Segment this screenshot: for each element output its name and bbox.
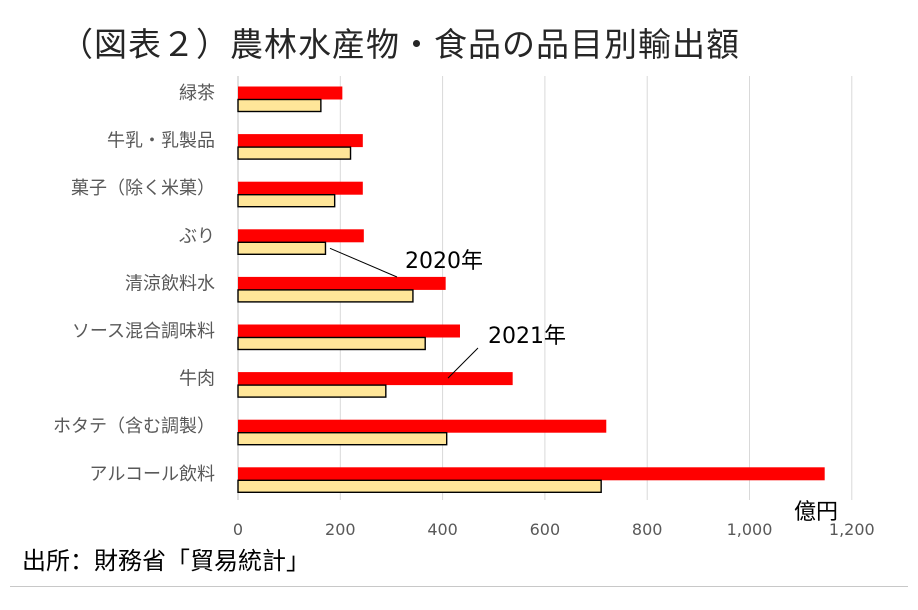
bar-2020 [237, 241, 327, 256]
bar-2020 [237, 146, 352, 160]
bar-2020 [237, 432, 448, 446]
bar-2021 [238, 181, 363, 195]
x-tick-label: 800 [632, 520, 663, 539]
bar-2021 [238, 276, 446, 290]
bar-2021 [238, 324, 460, 338]
leader-line-2021 [447, 347, 479, 379]
x-tick-label: 600 [530, 520, 561, 539]
x-tick-label: 400 [427, 520, 458, 539]
x-tick-labels: 0 200 400 600 800 1,000 1,200 [233, 520, 875, 539]
x-tick-label: 1,000 [727, 520, 773, 539]
bar-2021 [238, 86, 343, 100]
category-label: ぶり [179, 226, 215, 247]
bar-2020 [237, 289, 414, 303]
leader-line-2020 [329, 247, 398, 278]
bar-2020 [237, 193, 336, 208]
category-label: ソース混合調味料 [72, 321, 215, 342]
category-label: 緑茶 [179, 83, 215, 104]
bottom-divider [10, 586, 908, 587]
category-label: 牛乳・乳製品 [107, 131, 215, 152]
x-tick-label: 200 [325, 520, 356, 539]
bar-2021 [238, 419, 607, 433]
bar-2020 [237, 98, 322, 113]
category-label: 菓子（除く米菓） [71, 178, 215, 199]
bar-2020 [237, 479, 602, 493]
bar-2021 [238, 372, 513, 386]
category-label: 清涼飲料水 [125, 273, 215, 294]
annotations: 2020年 2021年 [329, 247, 566, 379]
bar-2021 [238, 229, 364, 243]
bar-2021 [238, 134, 363, 148]
category-label: 牛肉 [179, 369, 215, 390]
bar-2020 [237, 384, 387, 398]
series-label-2020: 2020年 [405, 249, 483, 274]
source-note: 出所：財務省「貿易統計」 [22, 547, 310, 575]
category-label: アルコール飲料 [89, 464, 215, 485]
bars [237, 86, 825, 493]
x-tick-label: 0 [233, 520, 243, 539]
bar-2020 [237, 336, 426, 351]
chart-title: （図表２）農林水産物・食品の品目別輸出額 [60, 25, 740, 64]
category-label: ホタテ（含む調製） [53, 416, 215, 437]
unit-label: 億円 [794, 500, 838, 525]
series-label-2021: 2021年 [488, 324, 566, 349]
x-tick-label: 1,200 [829, 520, 875, 539]
bar-2021 [238, 467, 825, 481]
